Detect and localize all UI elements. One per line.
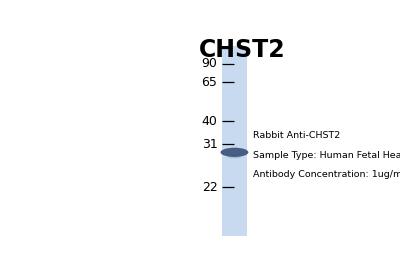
Text: Antibody Concentration: 1ug/mL: Antibody Concentration: 1ug/mL (253, 170, 400, 179)
Text: 65: 65 (202, 76, 218, 89)
Text: 40: 40 (202, 115, 218, 128)
Ellipse shape (228, 155, 242, 158)
Text: CHST2: CHST2 (199, 38, 286, 62)
Text: 90: 90 (202, 57, 218, 70)
Ellipse shape (220, 148, 248, 157)
Bar (222, 46, 247, 235)
Text: 31: 31 (202, 138, 218, 151)
Text: Rabbit Anti-CHST2: Rabbit Anti-CHST2 (253, 131, 340, 140)
Text: 22: 22 (202, 181, 218, 194)
Text: Sample Type: Human Fetal Heart: Sample Type: Human Fetal Heart (253, 151, 400, 160)
